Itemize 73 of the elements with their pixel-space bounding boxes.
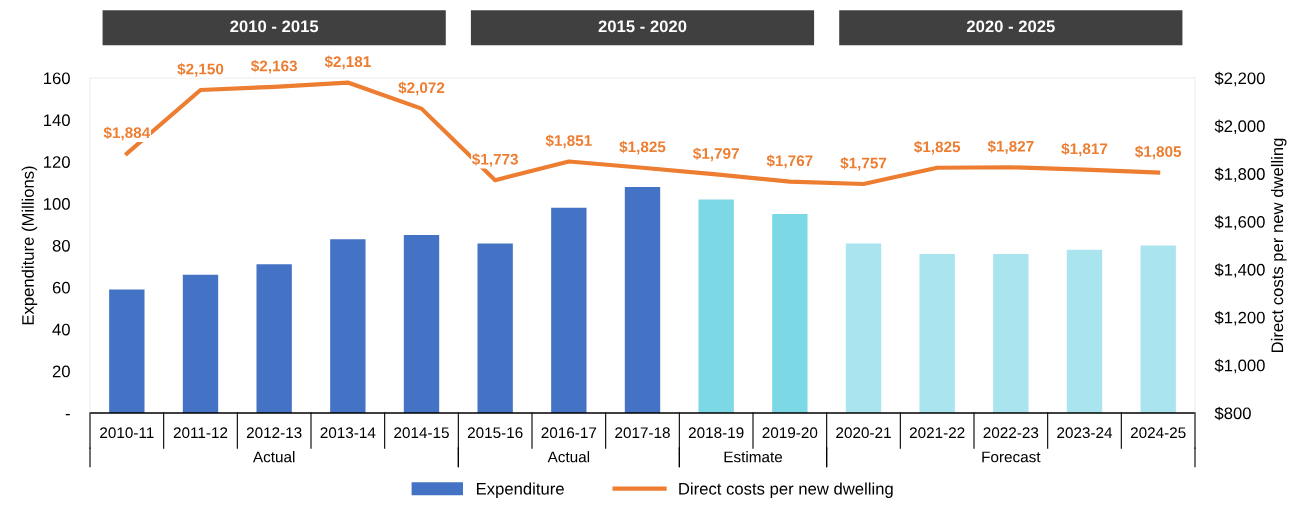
- data-label: $1,773: [472, 153, 518, 167]
- text: Forecast: [982, 451, 1041, 463]
- bar: [330, 239, 366, 413]
- bar: [993, 253, 1029, 413]
- data-label: $1,825: [619, 140, 666, 155]
- text: Estimate: [724, 451, 783, 463]
- data-label: $1,805: [1135, 145, 1182, 160]
- y-tick-label: 40: [52, 323, 70, 336]
- x-tick-label: 2021-22: [909, 427, 965, 439]
- y-tick-label: 120: [44, 156, 70, 168]
- text: 2015 - 2020: [598, 20, 687, 33]
- data-label: $1,825: [914, 140, 961, 155]
- data-label: $1,767: [766, 154, 813, 169]
- y-tick-label: 60: [52, 281, 70, 294]
- data-label: $1,797: [693, 147, 739, 162]
- y2-tick-label: $1,600: [1214, 215, 1265, 230]
- x-tick-label: 2017-18: [615, 427, 670, 439]
- bar: [845, 243, 882, 413]
- bar: [551, 207, 587, 413]
- bar: [109, 289, 145, 413]
- data-label: $1,851: [545, 134, 592, 149]
- x-tick-label: 2016-17: [541, 427, 597, 439]
- y-tick-label: 100: [44, 198, 70, 210]
- bar: [919, 253, 955, 413]
- bar: [256, 264, 292, 413]
- y2-axis-title: Direct costs per new dwelling: [1270, 138, 1287, 353]
- bar: [1140, 245, 1176, 413]
- text: 2020 - 2025: [966, 20, 1055, 33]
- y-tick-label: 20: [52, 365, 70, 378]
- data-label: $2,181: [324, 55, 371, 70]
- text: Actual: [547, 451, 590, 463]
- x-tick-label: 2015-16: [467, 427, 523, 439]
- x-tick-label: 2014-15: [394, 427, 449, 439]
- y-tick-label: 80: [52, 239, 70, 252]
- data-label: $2,150: [177, 62, 224, 77]
- bar: [182, 274, 219, 413]
- y2-tick-label: $2,200: [1214, 71, 1265, 87]
- data-label: $1,817: [1061, 142, 1108, 157]
- x-tick-label: 2013-14: [320, 427, 376, 439]
- x-tick-label: 2012-13: [246, 427, 302, 439]
- x-tick-label: 2020-21: [836, 427, 891, 439]
- data-label: $1,827: [987, 140, 1034, 154]
- bar: [624, 186, 661, 413]
- x-tick-label: 2010-11: [100, 427, 154, 439]
- y-tick-label: 140: [44, 114, 70, 127]
- text: Actual: [252, 451, 295, 463]
- y2-tick-label: $1,200: [1214, 310, 1265, 326]
- y2-tick-label: $1,800: [1214, 167, 1265, 182]
- bar: [403, 235, 440, 413]
- bar: [1066, 249, 1103, 413]
- bar: [772, 214, 808, 413]
- data-label: $2,072: [398, 81, 445, 96]
- x-tick-label: 2022-23: [983, 427, 1039, 439]
- legend-label: Expenditure: [476, 482, 564, 498]
- y2-tick-label: $2,000: [1214, 119, 1265, 135]
- y-tick-label: 160: [44, 72, 70, 85]
- y2-tick-label: $1,400: [1214, 263, 1265, 278]
- y2-tick-label: $800: [1214, 406, 1251, 421]
- x-tick-label: 2023-24: [1057, 427, 1113, 439]
- data-label: $2,163: [251, 59, 297, 74]
- x-tick-label: 2018-19: [688, 427, 744, 439]
- y-tick-label: -: [65, 413, 70, 416]
- bar: [477, 243, 513, 413]
- x-tick-label: 2019-20: [762, 427, 818, 439]
- data-label: $1,757: [840, 156, 887, 171]
- y2-tick-label: $1,000: [1214, 358, 1265, 374]
- x-tick-label: 2024-25: [1130, 427, 1186, 439]
- data-label: $1,884: [103, 126, 151, 141]
- text: 2010 - 2015: [230, 20, 319, 33]
- legend-label: Direct costs per new dwelling: [679, 482, 893, 498]
- y-axis-title: Expenditure (Millions): [21, 166, 38, 325]
- bar: [698, 199, 734, 413]
- x-tick-label: 2011-12: [173, 427, 228, 439]
